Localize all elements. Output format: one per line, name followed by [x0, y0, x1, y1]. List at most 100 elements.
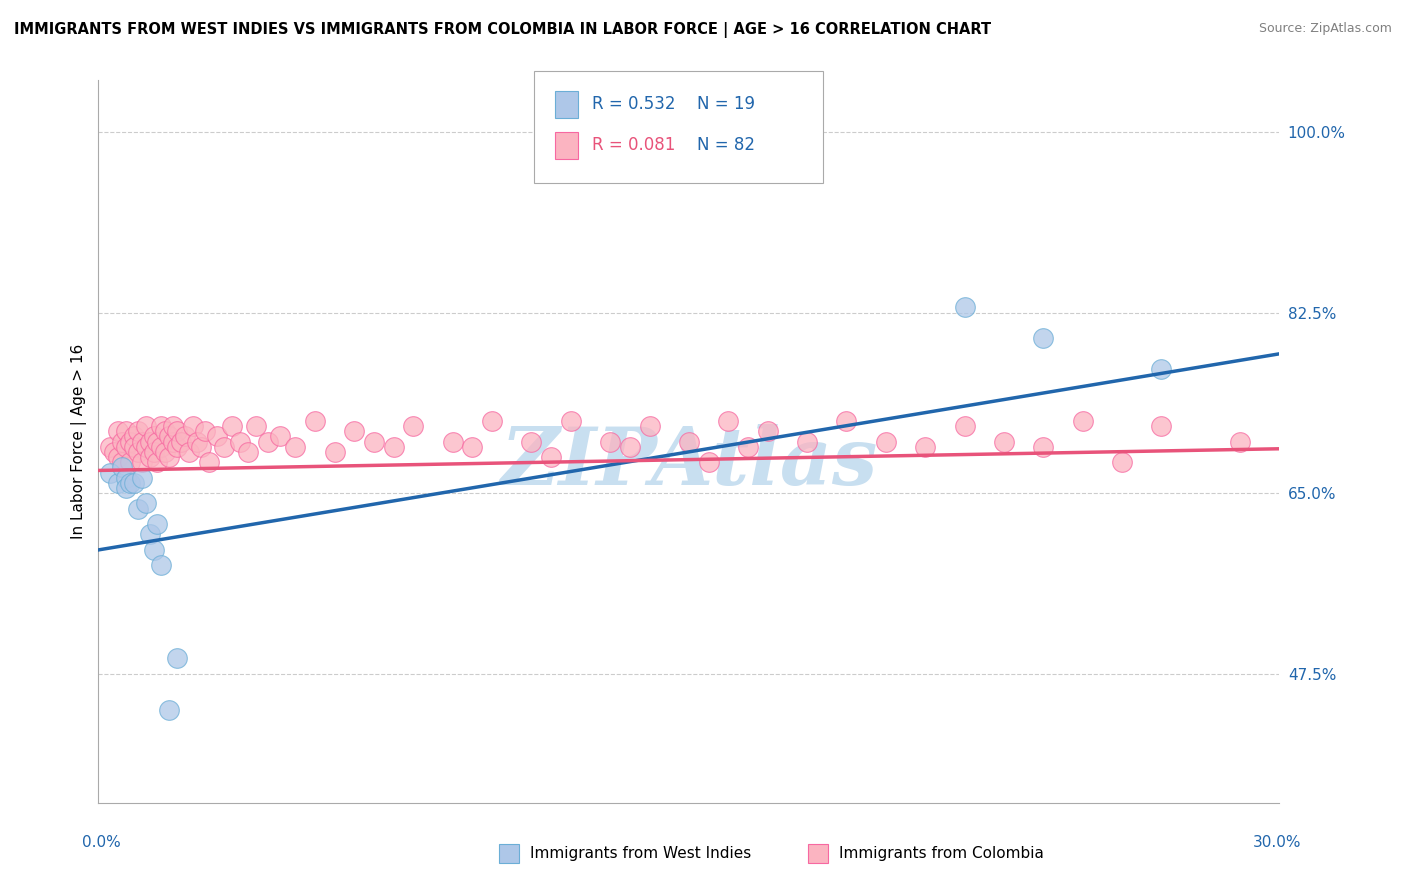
- Point: [122, 475, 145, 490]
- Point: [953, 419, 976, 434]
- Point: [181, 419, 204, 434]
- Point: [138, 527, 160, 541]
- Text: ZIPAtlas: ZIPAtlas: [501, 425, 877, 502]
- Point: [107, 424, 129, 438]
- Text: N = 19: N = 19: [697, 95, 755, 113]
- Point: [1150, 362, 1173, 376]
- Point: [796, 434, 818, 449]
- Text: Immigrants from West Indies: Immigrants from West Indies: [530, 847, 751, 861]
- Point: [146, 455, 169, 469]
- Point: [363, 434, 385, 449]
- Point: [560, 414, 582, 428]
- Point: [461, 440, 484, 454]
- Point: [115, 424, 138, 438]
- Text: R = 0.532: R = 0.532: [592, 95, 686, 113]
- Point: [142, 542, 165, 557]
- Text: Source: ZipAtlas.com: Source: ZipAtlas.com: [1258, 22, 1392, 36]
- Point: [155, 445, 177, 459]
- Point: [131, 455, 153, 469]
- Point: [638, 419, 661, 434]
- Point: [107, 475, 129, 490]
- Point: [166, 651, 188, 665]
- Point: [678, 434, 700, 449]
- Point: [914, 440, 936, 454]
- Text: 30.0%: 30.0%: [1253, 836, 1301, 850]
- Point: [138, 450, 160, 464]
- Point: [138, 434, 160, 449]
- Point: [118, 455, 141, 469]
- Point: [402, 419, 425, 434]
- Point: [98, 466, 121, 480]
- Point: [284, 440, 307, 454]
- Point: [269, 429, 291, 443]
- Point: [150, 419, 173, 434]
- Point: [256, 434, 278, 449]
- Point: [131, 471, 153, 485]
- Point: [214, 440, 236, 454]
- Point: [205, 429, 228, 443]
- Point: [157, 429, 180, 443]
- Point: [221, 419, 243, 434]
- Point: [756, 424, 779, 438]
- Point: [343, 424, 366, 438]
- Point: [1150, 419, 1173, 434]
- Point: [481, 414, 503, 428]
- Point: [245, 419, 267, 434]
- Point: [146, 434, 169, 449]
- Point: [111, 455, 134, 469]
- Point: [1032, 331, 1054, 345]
- Point: [107, 450, 129, 464]
- Text: R = 0.081: R = 0.081: [592, 136, 686, 154]
- Point: [1229, 434, 1251, 449]
- Point: [122, 440, 145, 454]
- Point: [323, 445, 346, 459]
- Point: [835, 414, 858, 428]
- Point: [190, 440, 212, 454]
- Point: [197, 455, 219, 469]
- Point: [157, 703, 180, 717]
- Point: [717, 414, 740, 428]
- Point: [111, 460, 134, 475]
- Point: [737, 440, 759, 454]
- Point: [1111, 455, 1133, 469]
- Point: [186, 434, 208, 449]
- Point: [122, 429, 145, 443]
- Point: [127, 445, 149, 459]
- Point: [111, 434, 134, 449]
- Point: [135, 496, 157, 510]
- Point: [194, 424, 217, 438]
- Point: [135, 440, 157, 454]
- Point: [166, 440, 188, 454]
- Point: [127, 501, 149, 516]
- Y-axis label: In Labor Force | Age > 16: In Labor Force | Age > 16: [72, 344, 87, 539]
- Point: [619, 440, 641, 454]
- Point: [150, 558, 173, 573]
- Point: [174, 429, 197, 443]
- Point: [166, 424, 188, 438]
- Point: [236, 445, 259, 459]
- Point: [177, 445, 200, 459]
- Point: [1071, 414, 1094, 428]
- Point: [441, 434, 464, 449]
- Point: [142, 445, 165, 459]
- Point: [520, 434, 543, 449]
- Text: 0.0%: 0.0%: [82, 836, 121, 850]
- Text: N = 82: N = 82: [697, 136, 755, 154]
- Point: [304, 414, 326, 428]
- Point: [540, 450, 562, 464]
- Point: [157, 450, 180, 464]
- Point: [599, 434, 621, 449]
- Point: [382, 440, 405, 454]
- Point: [131, 434, 153, 449]
- Point: [115, 440, 138, 454]
- Point: [162, 434, 184, 449]
- Point: [875, 434, 897, 449]
- Point: [953, 301, 976, 315]
- Point: [118, 434, 141, 449]
- Point: [1032, 440, 1054, 454]
- Point: [170, 434, 193, 449]
- Point: [150, 440, 173, 454]
- Point: [103, 445, 125, 459]
- Point: [135, 419, 157, 434]
- Point: [127, 424, 149, 438]
